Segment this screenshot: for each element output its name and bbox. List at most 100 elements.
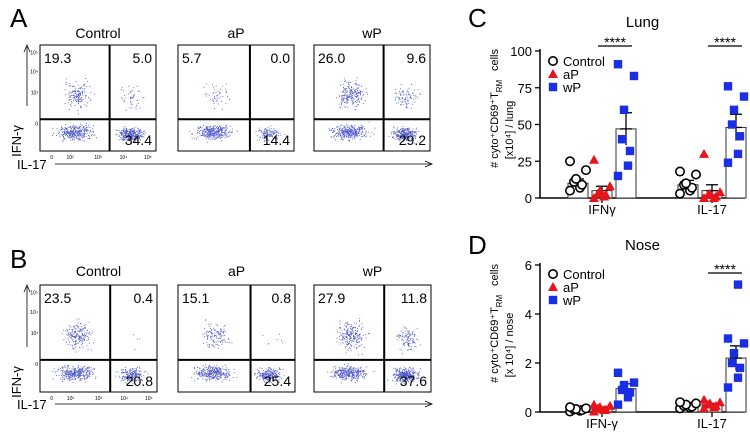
event-dot [86, 371, 88, 372]
event-dot [212, 127, 214, 129]
event-dot [221, 370, 222, 372]
event-dot [355, 336, 356, 338]
event-dot [339, 367, 341, 368]
event-dot [349, 372, 351, 374]
event-dot [353, 337, 355, 339]
event-dot [220, 129, 222, 131]
event-dot [225, 369, 226, 370]
event-dot [207, 336, 209, 338]
event-dot [210, 323, 212, 325]
event-dot [411, 378, 413, 380]
event-dot [272, 381, 274, 382]
event-dot [266, 136, 268, 138]
event-dot [357, 88, 359, 89]
event-dot [143, 133, 145, 135]
event-dot [408, 377, 410, 378]
event-dot [351, 130, 353, 131]
event-dot [404, 370, 405, 371]
event-dot [196, 370, 197, 372]
event-dot [73, 100, 75, 102]
event-dot [199, 367, 200, 369]
event-dot [213, 369, 215, 370]
event-dot [131, 138, 132, 140]
event-dot [339, 377, 341, 378]
event-dot [346, 81, 348, 83]
event-dot [355, 368, 356, 370]
event-dot [192, 133, 193, 135]
y-axis-arrowhead [23, 283, 31, 293]
event-dot [342, 129, 344, 131]
event-dot [406, 128, 408, 129]
event-dot [270, 371, 271, 372]
event-dot [73, 372, 75, 374]
event-dot [213, 130, 215, 132]
event-dot [360, 337, 362, 339]
event-dot [75, 98, 77, 100]
event-dot [213, 372, 215, 374]
event-dot [224, 330, 226, 332]
event-dot [336, 370, 338, 372]
event-dot [61, 367, 63, 368]
event-dot [87, 80, 88, 82]
event-dot [233, 372, 235, 373]
event-dot [82, 129, 84, 130]
event-dot [398, 335, 400, 336]
event-dot [67, 371, 69, 373]
event-dot [274, 132, 276, 134]
event-dot [133, 133, 135, 134]
event-dot [409, 137, 411, 138]
event-dot [76, 371, 78, 373]
event-dot [406, 107, 407, 109]
event-dot [130, 132, 131, 134]
event-dot [66, 329, 68, 331]
event-dot [87, 376, 89, 378]
event-dot [120, 369, 122, 371]
event-dot [215, 372, 216, 374]
event-dot [363, 374, 365, 376]
event-dot [346, 129, 348, 131]
event-dot [68, 127, 70, 128]
event-dot [68, 378, 70, 379]
event-dot [357, 100, 359, 102]
event-dot [220, 377, 222, 378]
event-dot [84, 133, 85, 135]
event-dot [353, 101, 354, 103]
event-dot [268, 139, 269, 141]
event-dot [355, 89, 357, 91]
event-dot [353, 127, 355, 129]
event-dot [77, 84, 79, 86]
event-dot [77, 133, 79, 135]
quadrant-lower-right: 29.2 [399, 132, 426, 148]
event-dot [84, 371, 86, 373]
event-dot [77, 372, 79, 374]
event-dot [356, 336, 358, 338]
event-dot [346, 101, 348, 103]
event-dot [402, 344, 404, 346]
event-dot [347, 97, 349, 99]
event-dot [79, 133, 81, 134]
event-dot [214, 98, 216, 99]
event-dot [67, 376, 69, 377]
event-dot [271, 375, 273, 376]
event-dot [268, 373, 270, 375]
event-dot [79, 87, 81, 89]
event-dot [266, 138, 268, 140]
event-dot [131, 373, 133, 375]
event-dot [414, 134, 415, 136]
event-dot [58, 374, 60, 376]
event-dot [198, 126, 199, 128]
event-dot [218, 333, 220, 335]
event-dot [344, 80, 345, 82]
event-dot [405, 368, 406, 370]
significance-label: **** [604, 34, 626, 50]
event-dot [340, 134, 342, 136]
event-dot [85, 130, 87, 131]
event-dot [125, 109, 127, 111]
event-dot [225, 369, 227, 370]
event-dot [79, 126, 81, 128]
event-dot [193, 373, 195, 375]
event-dot [72, 382, 74, 384]
event-dot [355, 343, 357, 345]
event-dot [407, 332, 409, 334]
event-dot [221, 135, 223, 137]
